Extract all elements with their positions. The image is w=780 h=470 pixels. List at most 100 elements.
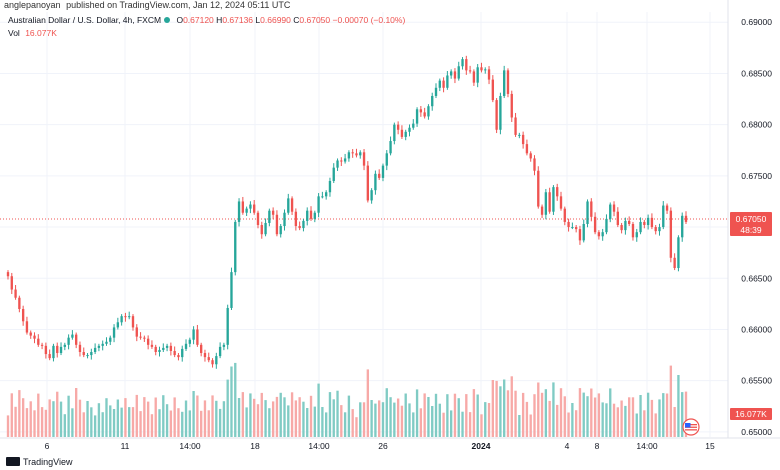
candle-body — [302, 220, 305, 229]
candle-body — [385, 153, 388, 166]
price-tick-label: 0.65500 — [741, 376, 772, 386]
volume-bar — [56, 391, 59, 437]
candle-body — [662, 205, 665, 228]
volume-bar — [362, 402, 366, 437]
volume-bar — [264, 400, 267, 437]
volume-bar — [423, 393, 426, 437]
volume-bar — [389, 397, 392, 437]
volume-bar — [631, 397, 635, 437]
candle-body — [173, 350, 176, 356]
legend-volume-row: Vol 16.077K — [8, 27, 405, 40]
volume-bar — [135, 394, 138, 437]
volume-bar — [628, 397, 631, 437]
candle-body — [351, 152, 354, 154]
volume-bar — [658, 399, 661, 437]
volume-bar — [63, 414, 66, 437]
volume-bar — [207, 410, 210, 437]
volume-bar — [101, 412, 104, 437]
volume-bar — [328, 392, 332, 437]
candle-body — [408, 127, 411, 132]
candle-body — [245, 208, 248, 213]
candle-body — [21, 308, 25, 322]
candle-body — [211, 360, 214, 365]
candle-body — [14, 289, 17, 298]
volume-bar — [449, 410, 453, 437]
footer-brand[interactable]: TradingView — [6, 457, 73, 470]
author-name[interactable]: anglepanoyan — [4, 0, 61, 10]
candle-body — [260, 225, 263, 235]
price-tick-label: 0.66000 — [741, 324, 772, 334]
time-tick-label: 4 — [565, 441, 570, 451]
candle-body — [63, 344, 66, 347]
volume-bar — [434, 393, 438, 437]
candle-body — [487, 69, 491, 80]
volume-bar — [563, 396, 566, 437]
volume-bar — [340, 405, 343, 437]
candle-body — [449, 71, 453, 76]
symbol-title[interactable]: Australian Dollar / U.S. Dollar, 4h, FXC… — [8, 15, 162, 25]
candle-body — [639, 221, 642, 233]
candle-body — [586, 201, 589, 224]
candle-body — [253, 204, 256, 213]
price-tick-label: 0.69000 — [741, 17, 772, 27]
volume-tag-label: 16.077K — [735, 409, 767, 419]
volume-bar — [59, 401, 63, 437]
volume-bar — [317, 383, 320, 437]
candle-body — [677, 237, 680, 269]
volume-bar — [684, 391, 688, 437]
volume-bar — [249, 393, 252, 437]
candle-body — [101, 343, 104, 346]
volume-bar — [574, 410, 578, 437]
candle-body — [518, 134, 521, 136]
volume-bar — [605, 403, 608, 437]
candle-body — [158, 349, 161, 352]
volume-bar — [131, 407, 135, 437]
price-tick-label: 0.65000 — [741, 427, 772, 437]
volume-bar — [616, 407, 619, 437]
candle-body — [93, 347, 97, 352]
candle-body — [684, 215, 688, 222]
volume-bar — [71, 408, 74, 437]
volume-bar — [75, 388, 78, 437]
candle-body — [283, 212, 286, 227]
candle-body — [6, 272, 10, 277]
volume-bar — [510, 376, 513, 437]
volume-value: 16.077K — [25, 28, 57, 38]
volume-bar — [571, 403, 574, 437]
volume-bar — [446, 394, 449, 437]
candle-body — [165, 345, 169, 348]
us-flag-icon[interactable] — [682, 418, 700, 436]
time-axis[interactable]: 6 11 14:00 18 14:00 26 2024 4 8 14:00 15 — [0, 437, 780, 451]
candle-body — [400, 129, 404, 137]
volume-label: Vol — [8, 28, 20, 38]
candle-body — [67, 337, 70, 345]
volume-bar — [237, 398, 241, 437]
candle-body — [162, 347, 165, 350]
volume-bar — [491, 380, 495, 437]
volume-bar — [143, 397, 146, 437]
candle-body — [287, 198, 290, 213]
candle-body — [332, 167, 335, 181]
candle-body — [552, 187, 555, 212]
volume-bar — [120, 407, 123, 437]
candle-body — [419, 109, 423, 113]
volume-bar — [116, 399, 120, 437]
volume-bar — [518, 415, 521, 437]
volume-bar — [215, 400, 218, 437]
volume-bar — [453, 393, 457, 437]
candle-body — [605, 218, 608, 233]
price-axis[interactable]: 0.690000.685000.680000.675000.670000.665… — [727, 0, 772, 438]
volume-bar — [313, 406, 316, 437]
candle-body — [184, 343, 188, 349]
candle-body — [203, 353, 207, 358]
candle-body — [461, 59, 464, 67]
volume-bar — [480, 414, 483, 437]
candle-body — [215, 356, 218, 365]
volume-bar — [567, 412, 570, 437]
volume-bar — [396, 398, 400, 437]
volume-bar — [593, 397, 597, 437]
volume-bar — [601, 402, 604, 437]
candle-body — [268, 210, 271, 223]
volume-bar — [21, 398, 25, 437]
